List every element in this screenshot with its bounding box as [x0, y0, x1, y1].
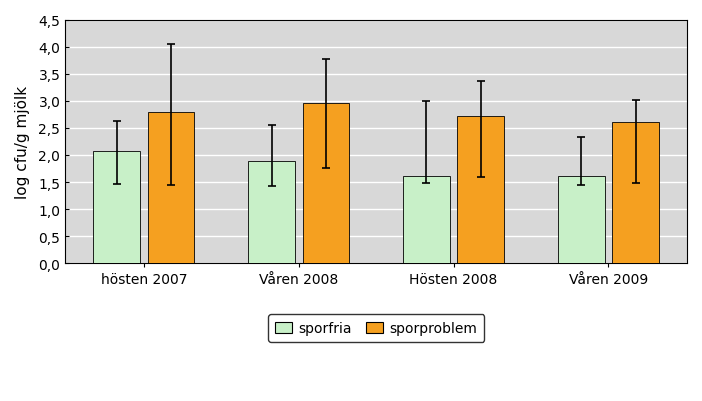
Bar — [303, 104, 349, 263]
Bar — [249, 162, 295, 263]
Bar — [612, 123, 658, 263]
Bar — [558, 176, 604, 263]
Bar — [403, 176, 450, 263]
Bar — [458, 117, 504, 263]
Legend: sporfria, sporproblem: sporfria, sporproblem — [268, 314, 484, 342]
Y-axis label: log cfu/g mjölk: log cfu/g mjölk — [15, 86, 30, 198]
Bar — [147, 112, 194, 263]
Bar — [93, 151, 140, 263]
